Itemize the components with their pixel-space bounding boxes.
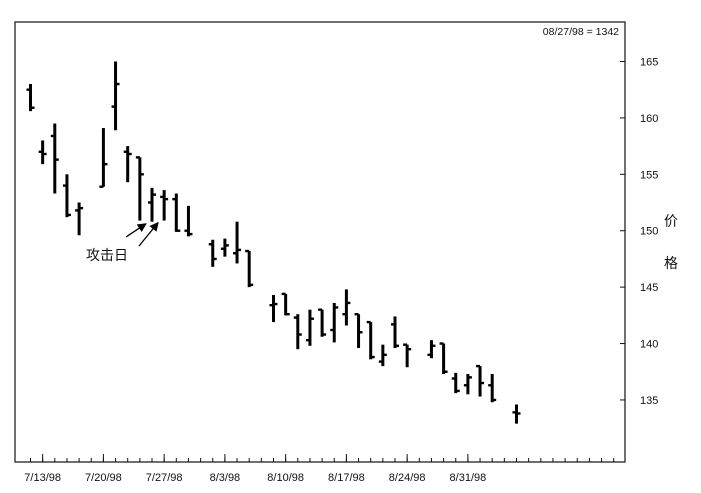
price-bar [318,308,327,337]
price-bar [135,156,144,221]
y-axis-label-top: 价 [664,214,678,230]
y-tick-label: 160 [640,113,658,125]
price-bar [62,174,71,218]
y-tick-label: 155 [640,169,658,181]
price-bar [366,320,375,360]
x-tick-label: 7/20/98 [85,472,122,484]
price-bar [220,238,229,257]
price-bar [463,374,472,395]
price-bar [38,140,47,165]
price-bar [245,249,254,288]
x-tick-label: 8/10/98 [267,472,304,484]
y-tick-label: 145 [640,282,658,294]
price-bar [281,292,290,316]
price-bar [476,364,485,397]
annotation-arrow [138,221,159,247]
price-bar [439,342,448,374]
x-tick-label: 7/27/98 [146,472,183,484]
price-bar [354,313,363,349]
price-bar [111,61,120,131]
y-tick-label: 135 [640,395,658,407]
price-bar [451,372,460,394]
price-bar [512,404,521,424]
annotation: 攻击日 [86,221,159,264]
price-bar [75,202,84,236]
info-label: 08/27/98 = 1342 [543,26,619,38]
price-bars [26,61,521,424]
price-bar [50,123,59,194]
x-tick-label: 7/13/98 [24,472,61,484]
x-tick-label: 8/31/98 [450,472,487,484]
price-bar [391,316,399,349]
y-tick-label: 140 [640,339,658,351]
price-bar [293,314,302,350]
x-tick-label: 8/17/98 [328,472,365,484]
x-tick-label: 8/24/98 [389,472,426,484]
x-tick-label: 8/3/98 [210,472,241,484]
annotation-label: 攻击日 [86,248,128,264]
price-bar [488,374,497,403]
price-bar [378,344,387,367]
price-bar [403,343,412,368]
price-bar [123,146,132,183]
price-bar [148,187,156,222]
y-tick-label: 150 [640,226,658,238]
y-tick-label: 165 [640,56,658,68]
price-bar [269,295,278,323]
price-bar [184,205,193,237]
price-bar [342,289,351,326]
price-bar [330,302,339,343]
plot-frame [14,21,626,463]
price-bar [99,128,108,188]
annotation-arrow [125,223,147,238]
y-axis: 135 140 145 150 155 160 165 [620,56,658,407]
y-axis-label-bottom: 格 [664,256,678,272]
x-axis: 7/13/98 7/20/98 7/27/98 8/3/98 8/10/98 8/17/9… [24,454,615,484]
price-bar [208,239,217,267]
price-bar [160,190,169,221]
price-bar [172,193,181,232]
price-bar [427,340,436,359]
price-bar [26,84,35,112]
price-bar [305,309,314,346]
price-bar [233,221,242,264]
